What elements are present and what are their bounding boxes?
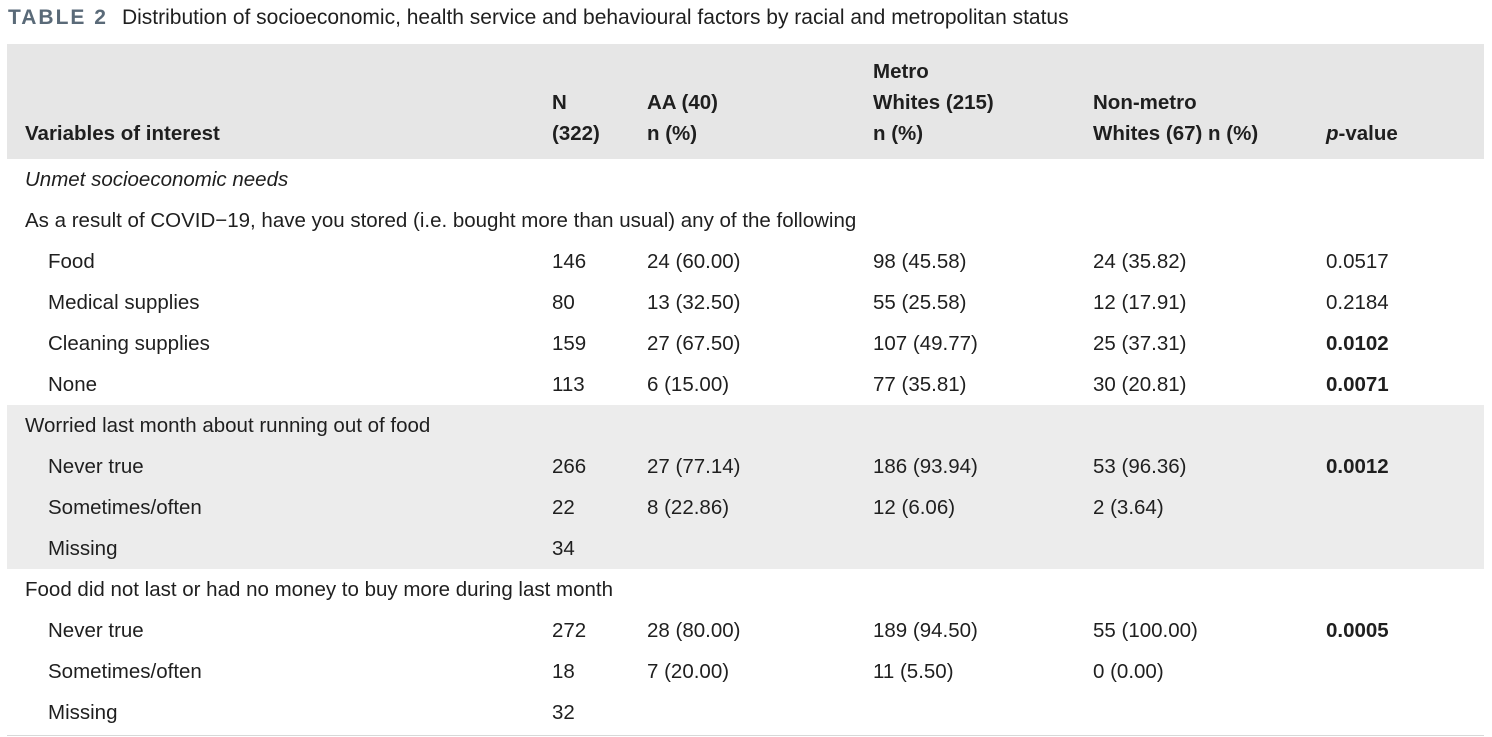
header-metro-whites: Metro Whites (215) n (%) <box>873 60 994 145</box>
cell-aa: 8 (22.86) <box>647 496 730 519</box>
cell-p-value: 0.0102 <box>1326 332 1389 355</box>
header-aa: AA (40) n (%) <box>647 91 718 145</box>
cell-non-metro-whites: 25 (37.31) <box>1093 332 1187 355</box>
cell-non-metro-whites: 2 (3.64) <box>1093 496 1164 519</box>
group-stored: As a result of COVID−19, have you stored… <box>7 200 1484 405</box>
table-header: Variables of interest N (322) AA (40) n … <box>7 44 1484 159</box>
band-2: Food did not last or had no money to buy… <box>7 569 1484 733</box>
cell-n: 18 <box>552 660 575 683</box>
group-food-did-not-last: Food did not last or had no money to buy… <box>7 569 1484 733</box>
cell-n: 113 <box>552 373 585 396</box>
cell-non-metro-whites: 55 (100.00) <box>1093 619 1198 642</box>
question-label: As a result of COVID−19, have you stored… <box>25 209 857 232</box>
cell-metro-whites: 98 (45.58) <box>873 250 967 273</box>
cell-aa: 7 (20.00) <box>647 660 730 683</box>
header-n: N (322) <box>552 91 600 145</box>
header-p-value: p-value <box>1326 122 1398 145</box>
cell-n: 146 <box>552 250 587 273</box>
cell-metro-whites: 55 (25.58) <box>873 291 967 314</box>
cell-n: 80 <box>552 291 575 314</box>
question-label: Worried last month about running out of … <box>25 414 431 437</box>
table-row: Sometimes/often 22 8 (22.86) 12 (6.06) 2 (3.… <box>7 487 1484 528</box>
group-worried: Worried last month about running out of … <box>7 405 1484 569</box>
cell-p-value: 0.0005 <box>1326 619 1389 642</box>
header-variables: Variables of interest <box>25 122 220 145</box>
cell-aa: 24 (60.00) <box>647 250 741 273</box>
cell-aa: 27 (67.50) <box>647 332 741 355</box>
row-label: Never true <box>48 455 144 478</box>
cell-non-metro-whites: 12 (17.91) <box>1093 291 1187 314</box>
cell-metro-whites: 189 (94.50) <box>873 619 978 642</box>
cell-non-metro-whites: 0 (0.00) <box>1093 660 1164 683</box>
row-label: Missing <box>48 701 118 724</box>
table-row: Food 146 24 (60.00) 98 (45.58) 24 (35.82) 0.0… <box>7 241 1484 282</box>
table-row: Never true 272 28 (80.00) 189 (94.50) 55 (10… <box>7 610 1484 651</box>
question-row: As a result of COVID−19, have you stored… <box>7 200 1484 241</box>
table-label: TABLE 2 <box>8 6 108 29</box>
cell-aa: 6 (15.00) <box>647 373 730 396</box>
table-row: Never true 266 27 (77.14) 186 (93.94) 53 (96… <box>7 446 1484 487</box>
row-label: None <box>48 373 98 396</box>
cell-aa: 27 (77.14) <box>647 455 741 478</box>
cell-non-metro-whites: 53 (96.36) <box>1093 455 1187 478</box>
bottom-rule <box>7 735 1484 736</box>
cell-metro-whites: 77 (35.81) <box>873 373 967 396</box>
question-row: Food did not last or had no money to buy… <box>7 569 1484 610</box>
table-caption: TABLE 2 Distribution of socioeconomic, he… <box>8 4 1069 32</box>
table-row: Sometimes/often 18 7 (20.00) 11 (5.50) 0 (0.… <box>7 651 1484 692</box>
cell-p-value: 0.0517 <box>1326 250 1389 273</box>
table-row: Missing 32 <box>7 692 1484 733</box>
cell-aa: 28 (80.00) <box>647 619 741 642</box>
band-0: Unmet socioeconomic needs As a result of… <box>7 159 1484 405</box>
row-label: Missing <box>48 537 118 560</box>
data-table: Variables of interest N (322) AA (40) n … <box>7 44 1484 733</box>
cell-p-value: 0.0012 <box>1326 455 1389 478</box>
header-non-metro-whites: Non-metro Whites (67) n (%) <box>1093 91 1259 145</box>
question-row: Worried last month about running out of … <box>7 405 1484 446</box>
table-row: Medical supplies 80 13 (32.50) 55 (25.58) 12… <box>7 282 1484 323</box>
cell-n: 32 <box>552 701 575 724</box>
cell-p-value: 0.0071 <box>1326 373 1389 396</box>
cell-n: 272 <box>552 619 587 642</box>
row-label: Sometimes/often <box>48 496 202 519</box>
cell-aa: 13 (32.50) <box>647 291 741 314</box>
cell-metro-whites: 12 (6.06) <box>873 496 956 519</box>
cell-n: 22 <box>552 496 575 519</box>
cell-metro-whites: 186 (93.94) <box>873 455 978 478</box>
row-label: Cleaning supplies <box>48 332 210 355</box>
row-label: Medical supplies <box>48 291 200 314</box>
cell-n: 266 <box>552 455 587 478</box>
section-title: Unmet socioeconomic needs <box>25 168 289 191</box>
cell-non-metro-whites: 30 (20.81) <box>1093 373 1187 396</box>
table-title: Distribution of socioeconomic, health se… <box>121 6 1069 29</box>
table-row: None 113 6 (15.00) 77 (35.81) 30 (20.81) 0.00… <box>7 364 1484 405</box>
cell-n: 159 <box>552 332 587 355</box>
row-label: Food <box>48 250 95 273</box>
row-label: Sometimes/often <box>48 660 202 683</box>
cell-metro-whites: 107 (49.77) <box>873 332 978 355</box>
question-label: Food did not last or had no money to buy… <box>25 578 614 601</box>
cell-n: 34 <box>552 537 575 560</box>
cell-metro-whites: 11 (5.50) <box>873 660 954 683</box>
row-label: Never true <box>48 619 144 642</box>
band-1: Worried last month about running out of … <box>7 405 1484 569</box>
cell-non-metro-whites: 24 (35.82) <box>1093 250 1187 273</box>
table-row: Cleaning supplies 159 27 (67.50) 107 (49.77… <box>7 323 1484 364</box>
section-row: Unmet socioeconomic needs <box>7 159 1484 200</box>
cell-p-value: 0.2184 <box>1326 291 1389 314</box>
table-row: Missing 34 <box>7 528 1484 569</box>
